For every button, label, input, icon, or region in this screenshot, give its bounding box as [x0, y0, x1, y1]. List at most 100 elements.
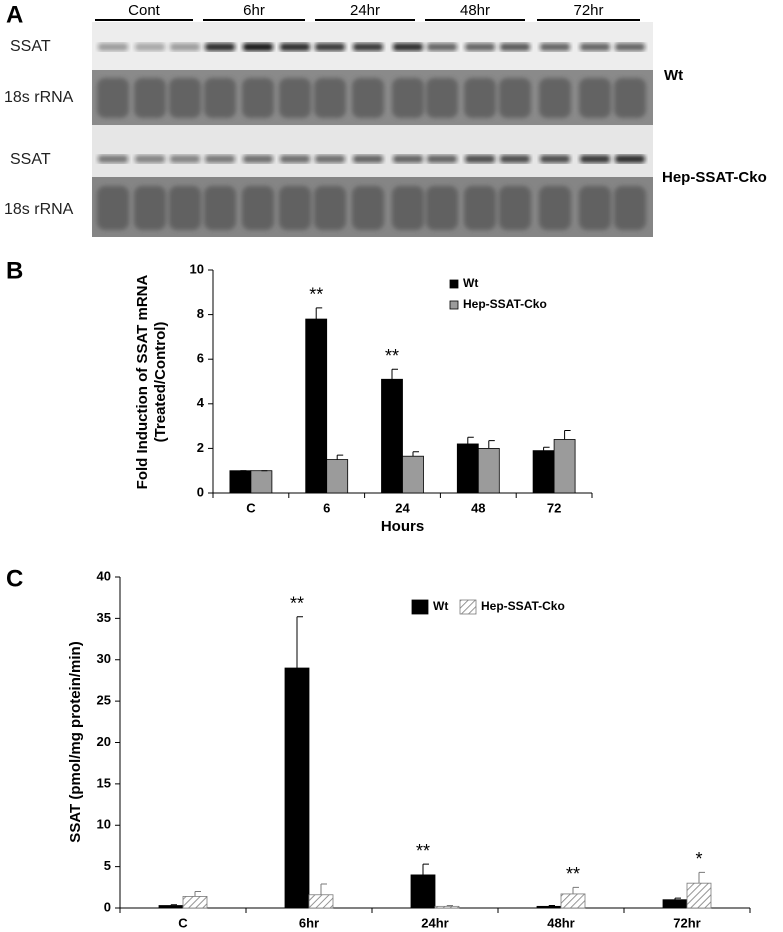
y-tick-label: 0 — [197, 484, 204, 499]
significance-label: * — [695, 849, 702, 869]
bar — [536, 905, 562, 909]
legend-label: Hep-SSAT-Cko — [481, 599, 565, 613]
bar — [250, 470, 273, 494]
blot-band — [426, 78, 458, 118]
x-tick-label: 6hr — [299, 915, 319, 930]
blot-band — [315, 155, 345, 163]
error-bar — [543, 446, 550, 451]
blot-band — [205, 43, 235, 51]
blot-band — [614, 186, 646, 230]
blot-band — [579, 186, 611, 230]
blot-band — [499, 78, 531, 118]
y-tick-label: 4 — [197, 395, 205, 410]
blot-band — [465, 155, 495, 163]
x-axis-title: Hours — [381, 518, 424, 535]
panel-label: B — [6, 257, 23, 284]
bar — [402, 455, 424, 494]
bar — [434, 905, 460, 909]
blot-band — [279, 78, 311, 118]
blot-band — [280, 155, 310, 163]
blot-band — [314, 186, 346, 230]
y-tick-label: 40 — [97, 568, 111, 583]
significance-label: ** — [309, 285, 323, 305]
significance-label: ** — [566, 864, 580, 884]
error-bar — [412, 451, 419, 457]
blot-band — [353, 43, 383, 51]
time-label: 6hr — [243, 2, 265, 19]
x-tick-label: C — [178, 915, 188, 930]
legend-label: Wt — [433, 599, 448, 613]
y-axis-title: Fold Induction of SSAT mRNA — [134, 274, 151, 489]
bar — [410, 874, 436, 909]
blot-band — [580, 155, 610, 163]
error-bar — [488, 440, 495, 449]
x-tick-label: 48hr — [547, 915, 574, 930]
bar — [456, 443, 479, 494]
blot-band — [204, 186, 236, 230]
blot-band — [353, 155, 383, 163]
time-label: 48hr — [460, 2, 490, 19]
blot-band — [392, 186, 424, 230]
row-label: SSAT — [10, 151, 51, 168]
row-label: 18s rRNA — [4, 89, 74, 106]
significance-label: ** — [416, 841, 430, 861]
y-axis-title: SSAT (pmol/mg protein/min) — [67, 641, 84, 842]
x-tick-label: 72 — [547, 500, 561, 515]
group-label: Wt — [664, 67, 683, 84]
x-tick-label: 24hr — [421, 915, 448, 930]
bar — [532, 450, 555, 494]
blot-strip — [92, 125, 653, 177]
error-bar — [467, 436, 474, 444]
blot-band — [134, 186, 166, 230]
error-bar — [315, 307, 323, 320]
blot-band — [135, 155, 165, 163]
legend-label: Hep-SSAT-Cko — [463, 297, 547, 311]
blot-band — [614, 78, 646, 118]
blot-band — [352, 78, 384, 118]
blot-band — [540, 43, 570, 51]
x-tick-label: 72hr — [673, 915, 700, 930]
blot-band — [464, 78, 496, 118]
y-tick-label: 6 — [197, 351, 204, 366]
blot-band — [315, 43, 345, 51]
error-bar — [391, 368, 398, 380]
blot-band — [615, 43, 645, 51]
bar — [662, 899, 688, 909]
blot-band — [580, 43, 610, 51]
panel-label: A — [6, 1, 23, 28]
bar — [229, 470, 252, 494]
bar — [308, 894, 334, 909]
bar — [305, 318, 328, 494]
error-bar — [320, 883, 327, 895]
error-bar — [564, 430, 571, 440]
y-tick-label: 10 — [97, 817, 111, 832]
error-bar — [674, 897, 681, 900]
blot-band — [205, 155, 235, 163]
blot-band — [427, 155, 457, 163]
error-bar — [336, 454, 344, 460]
blot-band — [499, 186, 531, 230]
blot-band — [98, 155, 128, 163]
panel-label: C — [6, 565, 23, 592]
error-bar — [422, 863, 429, 875]
blot-band — [280, 43, 310, 51]
blot-band — [279, 186, 311, 230]
blot-band — [393, 43, 423, 51]
blot-band — [393, 155, 423, 163]
y-tick-label: 2 — [197, 440, 204, 455]
y-tick-label: 5 — [104, 858, 111, 873]
error-bar — [548, 905, 555, 907]
y-tick-label: 25 — [97, 693, 111, 708]
legend-swatch — [449, 279, 459, 289]
error-bar — [698, 871, 705, 884]
error-bar — [572, 886, 579, 894]
error-bar — [194, 890, 201, 897]
blot-band — [464, 186, 496, 230]
time-label: Cont — [128, 2, 161, 19]
x-tick-label: 48 — [471, 500, 485, 515]
bar — [560, 893, 586, 909]
blot-band — [204, 78, 236, 118]
blot-band — [392, 78, 424, 118]
row-label: SSAT — [10, 38, 51, 55]
